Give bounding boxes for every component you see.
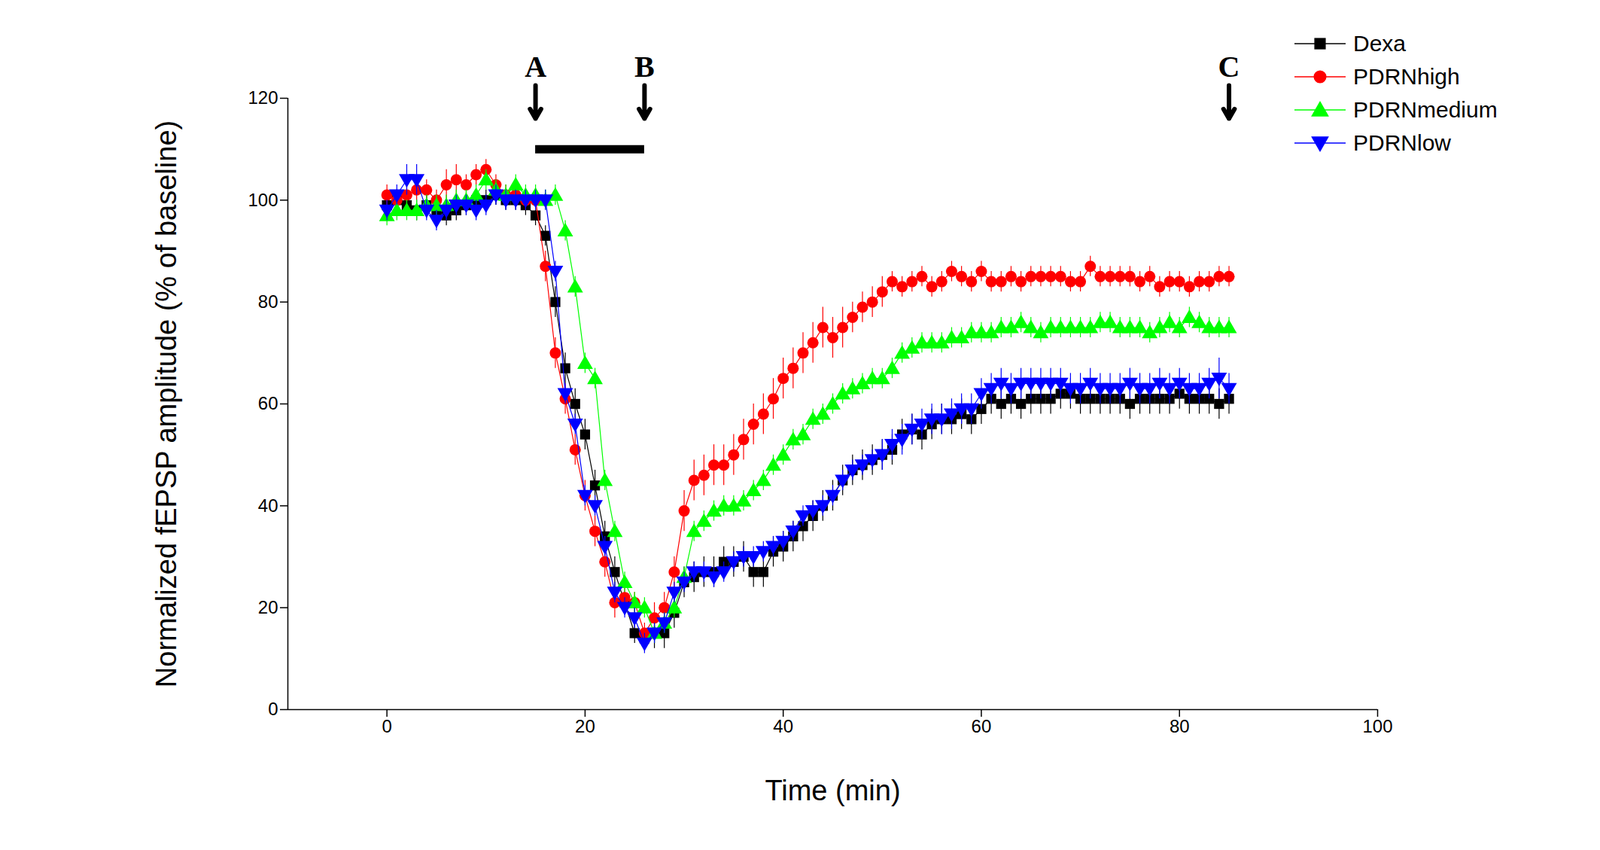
svg-text:C: C <box>1218 49 1241 84</box>
svg-text:40: 40 <box>772 715 794 737</box>
svg-text:100: 100 <box>247 189 278 210</box>
svg-text:120: 120 <box>247 87 278 108</box>
svg-text:A: A <box>524 49 547 84</box>
svg-text:20: 20 <box>574 715 596 737</box>
html-text:PDRNhigh: PDRNhigh <box>1353 63 1460 89</box>
html-text:PDRNmedium: PDRNmedium <box>1353 97 1498 122</box>
svg-text:100: 100 <box>1362 715 1393 737</box>
svg-text:0: 0 <box>381 715 392 737</box>
svg-text:60: 60 <box>971 715 992 737</box>
svg-text:40: 40 <box>258 495 279 516</box>
svg-text:80: 80 <box>258 291 279 312</box>
svg-text:80: 80 <box>1169 715 1190 737</box>
svg-text:20: 20 <box>258 596 279 618</box>
svg-text:Normalized fEPSP amplitude (%: Normalized fEPSP amplitude (% of baselin… <box>150 120 183 688</box>
svg-text:Time (min): Time (min) <box>764 774 901 807</box>
svg-text:B: B <box>634 49 655 84</box>
html-text:PDRNlow: PDRNlow <box>1353 130 1451 156</box>
html-text:Dexa: Dexa <box>1353 30 1406 56</box>
svg-text:0: 0 <box>267 698 278 719</box>
svg-text:60: 60 <box>258 392 279 414</box>
